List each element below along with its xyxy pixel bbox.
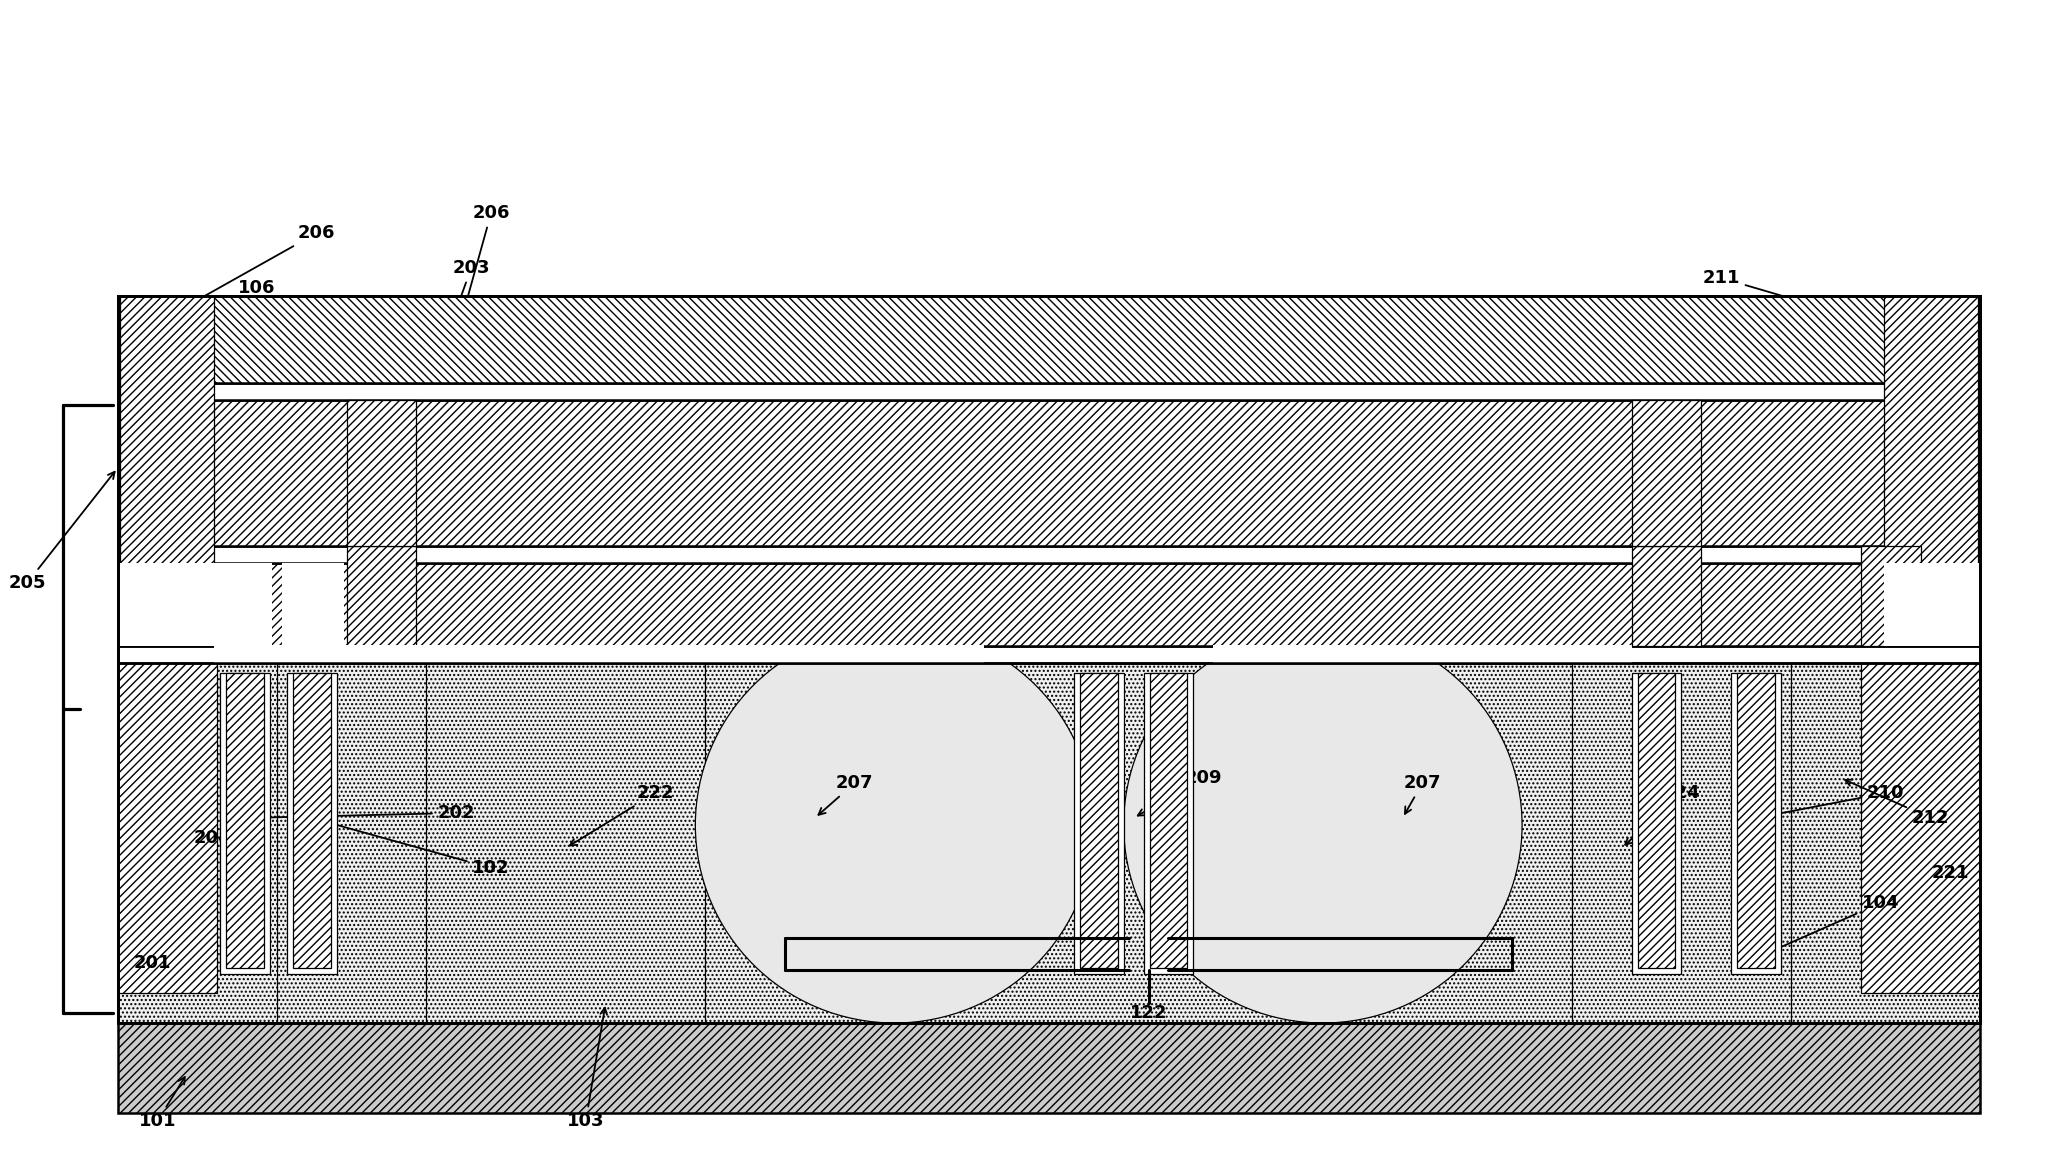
Bar — [117, 663, 1979, 1023]
Bar — [117, 663, 1979, 1023]
Bar — [1631, 673, 1682, 974]
Text: 207: 207 — [818, 774, 873, 815]
Bar — [283, 641, 309, 663]
Text: 203: 203 — [383, 259, 490, 514]
Bar — [1791, 663, 1979, 1023]
Bar — [117, 663, 217, 993]
Bar — [219, 673, 270, 974]
Bar — [1631, 399, 1701, 545]
Text: 221: 221 — [1932, 864, 1969, 882]
Text: 204: 204 — [193, 829, 232, 847]
Bar — [117, 545, 1979, 563]
Text: 101: 101 — [139, 1077, 184, 1129]
Text: 202: 202 — [250, 804, 475, 822]
Bar — [283, 563, 344, 646]
Ellipse shape — [695, 627, 1094, 1023]
Bar — [1149, 673, 1188, 968]
Bar — [1883, 296, 1977, 626]
Bar — [1572, 663, 1811, 1023]
Bar — [1637, 673, 1676, 968]
Text: 110: 110 — [568, 329, 609, 602]
Bar — [426, 663, 705, 1023]
Bar — [1883, 563, 1983, 646]
Text: 104: 104 — [1760, 894, 1899, 957]
Bar — [113, 563, 273, 646]
Text: 108: 108 — [1893, 299, 1934, 336]
Text: 209: 209 — [1137, 769, 1221, 815]
Bar — [1860, 545, 1920, 646]
Text: 206: 206 — [381, 204, 510, 602]
Bar — [117, 383, 1979, 399]
Bar — [1860, 663, 1979, 993]
Bar — [117, 645, 1979, 663]
Bar — [215, 645, 455, 663]
Bar — [1883, 626, 1977, 645]
Text: 207: 207 — [1404, 774, 1440, 814]
Bar — [119, 626, 215, 645]
Text: 106: 106 — [170, 279, 277, 338]
Bar — [117, 1023, 1979, 1113]
Bar — [1080, 673, 1117, 968]
Text: 211: 211 — [1703, 269, 1928, 340]
Bar — [1738, 673, 1774, 968]
Bar — [1115, 463, 1533, 663]
Bar — [117, 399, 1979, 545]
Bar — [225, 673, 264, 968]
Text: 102: 102 — [316, 818, 510, 877]
Text: 103: 103 — [568, 1008, 607, 1129]
Bar — [346, 399, 416, 545]
Text: 225: 225 — [1942, 329, 1979, 464]
Bar — [119, 296, 215, 626]
Text: 212: 212 — [1846, 779, 1949, 827]
Text: 201: 201 — [133, 954, 172, 972]
Text: 206: 206 — [170, 224, 336, 315]
Text: 114: 114 — [1668, 310, 1791, 514]
Bar — [297, 645, 984, 663]
Bar — [117, 563, 1979, 646]
Text: 122: 122 — [1129, 1004, 1168, 1022]
Text: 222: 222 — [570, 784, 674, 846]
Bar — [1074, 673, 1123, 974]
Bar — [117, 646, 1979, 663]
Bar — [346, 545, 416, 646]
Text: 206: 206 — [891, 299, 928, 438]
Bar — [684, 463, 1104, 663]
Bar — [293, 673, 330, 968]
Bar — [117, 296, 1979, 1023]
Bar — [117, 296, 1979, 1023]
Ellipse shape — [1123, 627, 1522, 1023]
Bar — [287, 673, 336, 974]
Bar — [117, 296, 1979, 383]
Text: 112: 112 — [381, 310, 455, 473]
Text: 224: 224 — [1625, 784, 1701, 844]
Bar — [1731, 673, 1781, 974]
Text: 205: 205 — [8, 472, 115, 592]
Bar — [117, 663, 277, 1023]
Bar — [1143, 673, 1193, 974]
Text: 208: 208 — [1203, 299, 1252, 438]
Bar — [1631, 545, 1701, 646]
Text: 210: 210 — [1760, 784, 1904, 819]
Bar — [1213, 645, 1631, 663]
